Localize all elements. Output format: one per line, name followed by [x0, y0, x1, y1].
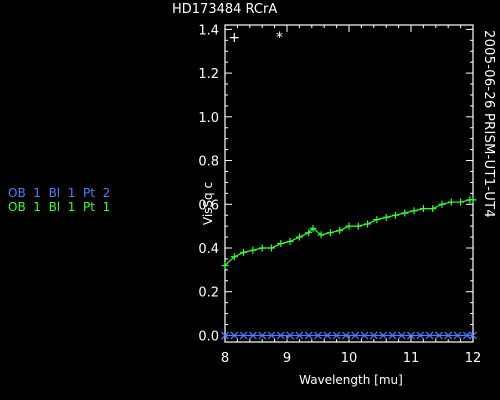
chart-title: HD173484 RCrA [172, 2, 278, 17]
series-point-1 [388, 331, 397, 340]
series-point-1 [314, 331, 322, 340]
series-point-1 [286, 331, 295, 340]
y-tick-label: 0.4 [198, 242, 219, 257]
y-tick-label: 1.0 [198, 111, 219, 126]
series-point-1 [230, 331, 239, 340]
series-point-0 [277, 240, 285, 248]
legend: OB 1 Bl 1 Pt 2 OB 1 Bl 1 Pt 1 [8, 186, 110, 214]
y-axis-label: VisSq c [201, 182, 215, 225]
series-point-1 [444, 331, 453, 340]
series-point-0 [410, 207, 418, 215]
series-point-1 [239, 331, 248, 340]
series-point-1 [332, 331, 341, 340]
series-line-0 [224, 199, 473, 266]
series-point-0 [354, 222, 362, 230]
legend-item-pt2: OB 1 Bl 1 Pt 2 [8, 186, 111, 200]
series-point-0 [419, 205, 427, 213]
series-point-1 [304, 331, 313, 340]
series-point-0 [469, 196, 477, 204]
series-point-0 [438, 200, 446, 208]
x-tick-label: 8 [221, 351, 229, 366]
x-tick-label: 12 [465, 351, 482, 366]
series-point-0 [268, 244, 275, 252]
y-tick-label: 0.8 [198, 155, 219, 170]
series-point-0 [240, 248, 248, 256]
series-point-0 [221, 261, 229, 269]
series-point-0 [457, 198, 465, 206]
series-point-0 [258, 244, 266, 252]
y-tick-label: 0.0 [198, 329, 219, 344]
series-point-1 [407, 331, 415, 340]
series-point-1 [434, 331, 443, 340]
series-point-0 [295, 233, 303, 241]
series-point-1 [425, 331, 434, 340]
series-point-1 [323, 331, 332, 340]
series-point-0 [373, 216, 381, 224]
series-point-0 [309, 224, 317, 232]
series-point-0 [230, 253, 238, 261]
plot-frame [224, 24, 474, 343]
series-point-1 [469, 331, 477, 340]
series-point-0 [286, 237, 294, 245]
series-point-0 [336, 227, 344, 235]
series-point-1 [462, 331, 471, 340]
series-point-1 [351, 331, 360, 340]
series-point-0 [429, 205, 437, 213]
series-point-0 [345, 222, 353, 230]
y-tick-label: 0.2 [198, 286, 219, 301]
series-point-0 [382, 213, 390, 221]
series-point-0 [305, 229, 313, 237]
annotation-marker: + [228, 30, 240, 46]
series-point-1 [276, 331, 285, 340]
y-tick-label: 1.4 [198, 23, 219, 38]
y-tick-label: 0.6 [198, 198, 219, 213]
series-point-0 [326, 229, 334, 237]
series-point-1 [397, 331, 406, 340]
legend-item-pt1: OB 1 Bl 1 Pt 1 [8, 200, 111, 214]
annotation-marker: * [276, 30, 283, 46]
series-point-1 [267, 331, 276, 340]
x-axis-label: Wavelength [mu] [299, 373, 403, 387]
y-tick-label: 1.2 [198, 67, 219, 82]
series-point-0 [392, 211, 399, 219]
series-point-1 [453, 331, 462, 340]
series-point-1 [369, 331, 378, 340]
series-point-1 [416, 331, 425, 340]
series-point-1 [341, 331, 350, 340]
series-point-1 [360, 331, 369, 340]
series-point-1 [295, 331, 304, 340]
series-point-0 [401, 209, 409, 217]
series-point-1 [258, 331, 267, 340]
series-point-1 [248, 331, 257, 340]
series-point-0 [364, 220, 372, 228]
x-tick-label: 11 [403, 351, 420, 366]
series-point-1 [221, 331, 229, 340]
x-tick-label: 9 [283, 351, 291, 366]
series-point-0 [249, 246, 257, 254]
series-point-0 [447, 198, 455, 206]
series-point-1 [379, 331, 388, 340]
series-point-0 [317, 231, 325, 239]
x-tick-label: 10 [341, 351, 358, 366]
